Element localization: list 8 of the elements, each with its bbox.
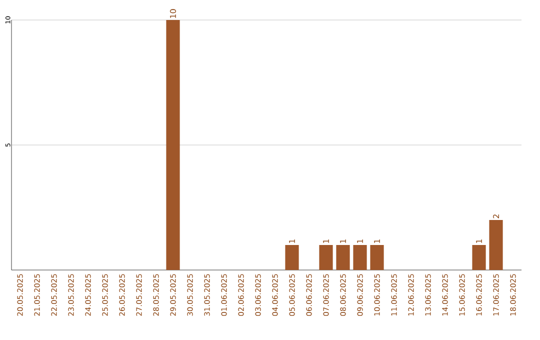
bar [285, 245, 299, 270]
bar [319, 245, 333, 270]
bar [166, 20, 180, 270]
bar [489, 220, 503, 270]
bar [370, 245, 384, 270]
bar [353, 245, 367, 270]
bar [336, 245, 350, 270]
bar [472, 245, 486, 270]
